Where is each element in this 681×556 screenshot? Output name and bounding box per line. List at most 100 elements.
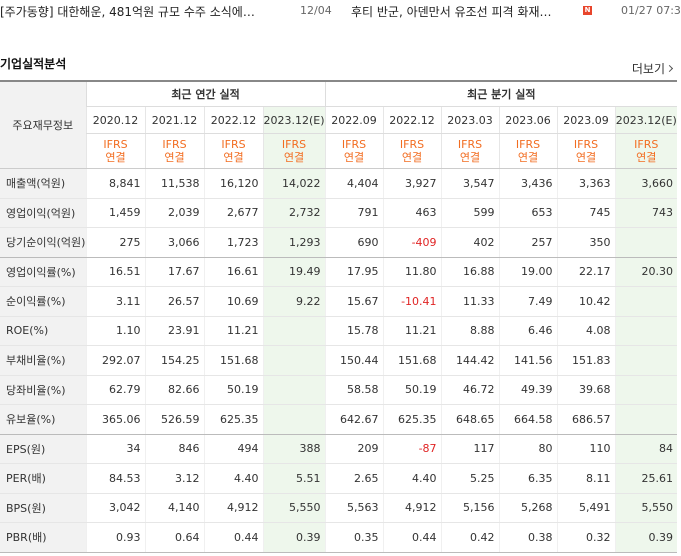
table-row: 당기순이익(억원) 275 3,066 1,723 1,293 690 -409 402 257… (0, 227, 678, 258)
table-cell: 3,042 (85, 493, 145, 523)
table-cell: 19.49 (262, 257, 326, 287)
table-cell: 3,547 (440, 168, 500, 199)
table-cell: 625.35 (382, 404, 442, 435)
table-cell: 16.88 (440, 257, 500, 287)
table-cell: 10.42 (556, 286, 616, 317)
table-cell (262, 375, 326, 405)
table-cell (614, 227, 678, 258)
table-cell: 3.12 (144, 463, 204, 494)
table-cell: 745 (556, 198, 616, 228)
table-cell (262, 404, 326, 435)
table-cell: 49.39 (498, 375, 558, 405)
row-label: 유보율(%) (0, 404, 86, 435)
ifrs-consolidated: 연결 (459, 151, 481, 164)
table-cell: 58.58 (324, 375, 384, 405)
table-cell: 10.69 (203, 286, 263, 317)
table-cell: 0.38 (498, 522, 558, 553)
table-row: PBR(배) 0.93 0.64 0.44 0.39 0.35 0.44 0.42 0.38 0.… (0, 522, 678, 553)
ifrs-standard: IFRS (573, 138, 599, 151)
row-label: 영업이익(억원) (0, 198, 86, 228)
table-cell: 6.46 (498, 316, 558, 346)
table-cell: 1,293 (262, 227, 326, 258)
row-label: PBR(배) (0, 522, 86, 553)
ifrs-consolidated: 연결 (575, 151, 597, 164)
financial-table: 주요재무정보 최근 연간 실적 최근 분기 실적 2020.12 2021.12 2… (0, 80, 678, 553)
table-row: 영업이익(억원) 1,459 2,039 2,677 2,732 791 463 599 653… (0, 198, 678, 228)
table-cell: 84.53 (85, 463, 145, 494)
table-cell: 0.39 (262, 522, 326, 553)
period-header: 2023.12(E) (262, 106, 326, 134)
table-cell: 5,156 (440, 493, 500, 523)
table-cell: 11,538 (144, 168, 204, 199)
period-header: 2023.09 (556, 106, 616, 134)
table-cell: 5,491 (556, 493, 616, 523)
news-date: 12/04 (300, 4, 332, 17)
ifrs-consolidated: 연결 (105, 151, 126, 164)
table-cell: 4,912 (203, 493, 263, 523)
annual-header: 최근 연간 실적 (85, 81, 326, 107)
table-cell: 1.10 (85, 316, 145, 346)
table-cell: 2.65 (324, 463, 384, 494)
more-label: 더보기 (631, 62, 665, 76)
table-cell: 25.61 (614, 463, 678, 494)
row-label: BPS(원) (0, 493, 86, 523)
table-cell: 5.51 (262, 463, 326, 494)
table-row: PER(배) 84.53 3.12 4.40 5.51 2.65 4.40 5.25 6.35 8… (0, 463, 678, 494)
table-cell: 3,066 (144, 227, 204, 258)
period-header: 2022.09 (324, 106, 384, 134)
ifrs-standard: IFRS (162, 138, 187, 151)
row-label: 매출액(억원) (0, 168, 86, 199)
table-cell: 642.67 (324, 404, 384, 435)
table-cell: 209 (324, 434, 384, 464)
key-header: 주요재무정보 (0, 81, 86, 169)
table-cell: 494 (203, 434, 263, 464)
table-cell: 141.56 (498, 345, 558, 376)
table-cell: 14,022 (262, 168, 326, 199)
table-cell: 151.68 (382, 345, 442, 376)
table-cell: 0.35 (324, 522, 384, 553)
ifrs-label: IFRS 연결 (324, 133, 384, 169)
table-cell: 17.67 (144, 257, 204, 287)
table-cell: 526.59 (144, 404, 204, 435)
table-cell: 0.44 (203, 522, 263, 553)
ifrs-label: IFRS 연결 (556, 133, 616, 169)
table-cell: 3,927 (382, 168, 442, 199)
period-header: 2022.12 (382, 106, 442, 134)
more-link[interactable]: 더보기 (631, 60, 674, 77)
table-cell: 2,039 (144, 198, 204, 228)
table-cell: 16,120 (203, 168, 263, 199)
table-cell: 5,550 (262, 493, 326, 523)
table-cell: 4.40 (382, 463, 442, 494)
ifrs-standard: IFRS (341, 138, 367, 151)
table-cell: 0.93 (85, 522, 145, 553)
table-cell (614, 375, 678, 405)
table-cell: -10.41 (382, 286, 442, 317)
table-cell (614, 345, 678, 376)
table-cell: 846 (144, 434, 204, 464)
table-cell: 3,436 (498, 168, 558, 199)
table-cell: 653 (498, 198, 558, 228)
table-cell: 1,723 (203, 227, 263, 258)
section-title: 기업실적분석 (0, 57, 67, 71)
table-row: 당좌비율(%) 62.79 82.66 50.19 58.58 50.19 46.72 49.… (0, 375, 678, 405)
table-cell: 16.51 (85, 257, 145, 287)
table-cell: 6.35 (498, 463, 558, 494)
news-link[interactable]: 후티 반군, 아덴만서 유조선 피격 화재… (351, 5, 552, 19)
ifrs-consolidated: 연결 (517, 151, 539, 164)
table-cell: 110 (556, 434, 616, 464)
quarter-header: 최근 분기 실적 (324, 81, 678, 107)
table-cell: 151.83 (556, 345, 616, 376)
row-label: PER(배) (0, 463, 86, 494)
table-cell: 686.57 (556, 404, 616, 435)
table-cell (614, 286, 678, 317)
table-cell: 151.68 (203, 345, 263, 376)
table-cell: 23.91 (144, 316, 204, 346)
table-cell: 8,841 (85, 168, 145, 199)
ifrs-label: IFRS 연결 (498, 133, 558, 169)
ifrs-standard: IFRS (281, 138, 307, 151)
table-cell: 46.72 (440, 375, 500, 405)
news-link[interactable]: [주가동향] 대한해운, 481억원 규모 수주 소식에… (0, 5, 255, 19)
ifrs-label: IFRS 연결 (262, 133, 326, 169)
table-cell: 3.11 (85, 286, 145, 317)
table-cell: 82.66 (144, 375, 204, 405)
